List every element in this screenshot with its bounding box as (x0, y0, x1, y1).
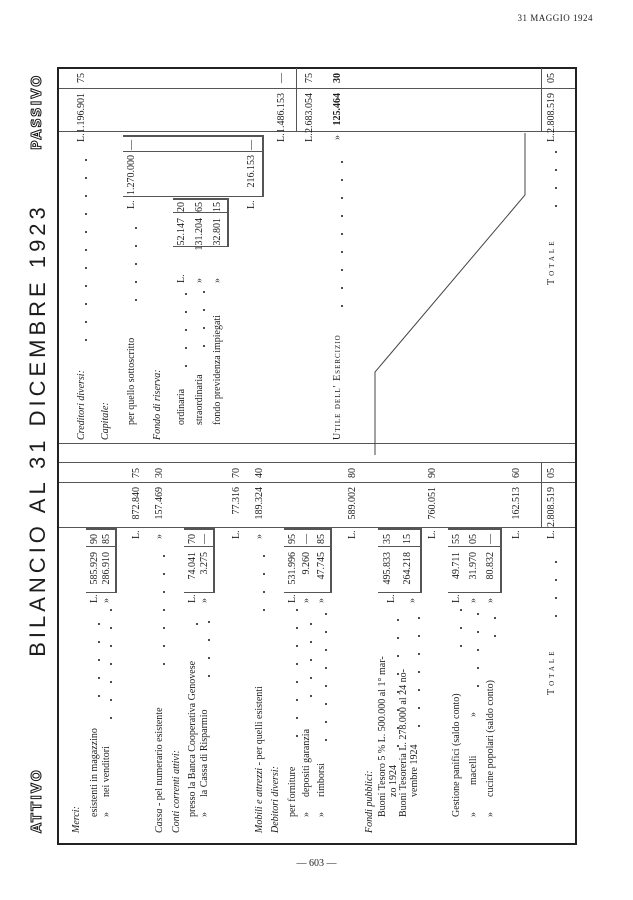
dot-leader (555, 145, 557, 215)
balance-sheet: ATTIVO BILANCIO AL 31 DICEMBRE 1923 PASS… (20, 67, 580, 845)
total-amount: 2.808.519 (546, 93, 557, 133)
currency-mark: L. (546, 133, 557, 142)
blank-space-cancel-line (374, 133, 526, 455)
total-rule (541, 68, 542, 132)
total-label: Totale (546, 238, 557, 286)
page-number: — 603 — (296, 858, 337, 869)
total-cents: 05 (546, 73, 557, 83)
running-header-date: 31 MAGGIO 1924 (517, 13, 593, 23)
